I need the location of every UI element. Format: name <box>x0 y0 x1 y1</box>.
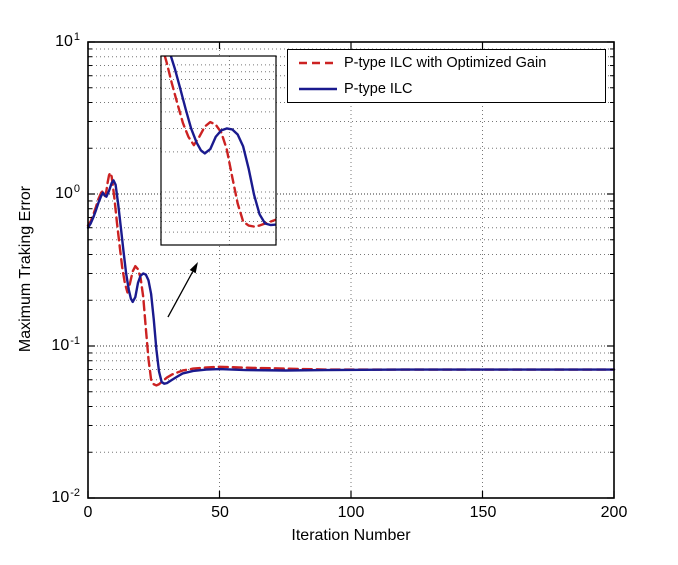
annotation-arrow <box>167 261 198 318</box>
y-tick-label-10e-1: 10-1 <box>51 335 80 354</box>
inset-zoom-axes <box>160 55 277 246</box>
x-tick-label-200: 200 <box>600 504 628 521</box>
y-tick-label-10e1: 101 <box>55 31 80 50</box>
series-line-ptype-ilc <box>86 179 616 385</box>
x-axis-label: Iteration Number <box>291 527 411 544</box>
legend-box: P-type ILC with Optimized Gain P-type IL… <box>287 49 606 103</box>
y-tick-label-10e-2: 10-2 <box>51 487 80 506</box>
blue-solid-line-sample <box>299 87 337 90</box>
inset-series-line <box>163 56 276 228</box>
x-tick-label-100: 100 <box>337 504 365 521</box>
x-tick-label-150: 150 <box>469 504 497 521</box>
legend-label: P-type ILC <box>344 80 413 97</box>
main-series <box>86 171 616 387</box>
legend-item-ptype-ilc: P-type ILC <box>288 77 605 101</box>
x-tick-label-0: 0 <box>83 504 93 521</box>
axes-frame-and-ticks <box>87 41 615 499</box>
y-tick-label-10e0: 100 <box>55 183 80 202</box>
red-dashed-line-sample <box>299 62 337 65</box>
y-axis-label: Maximum Traking Error <box>17 185 34 353</box>
inset-series-line <box>169 56 276 227</box>
legend-label: P-type ILC with Optimized Gain <box>344 55 547 72</box>
legend-item-optimized-gain: P-type ILC with Optimized Gain <box>288 51 605 75</box>
x-tick-label-50: 50 <box>211 504 229 521</box>
